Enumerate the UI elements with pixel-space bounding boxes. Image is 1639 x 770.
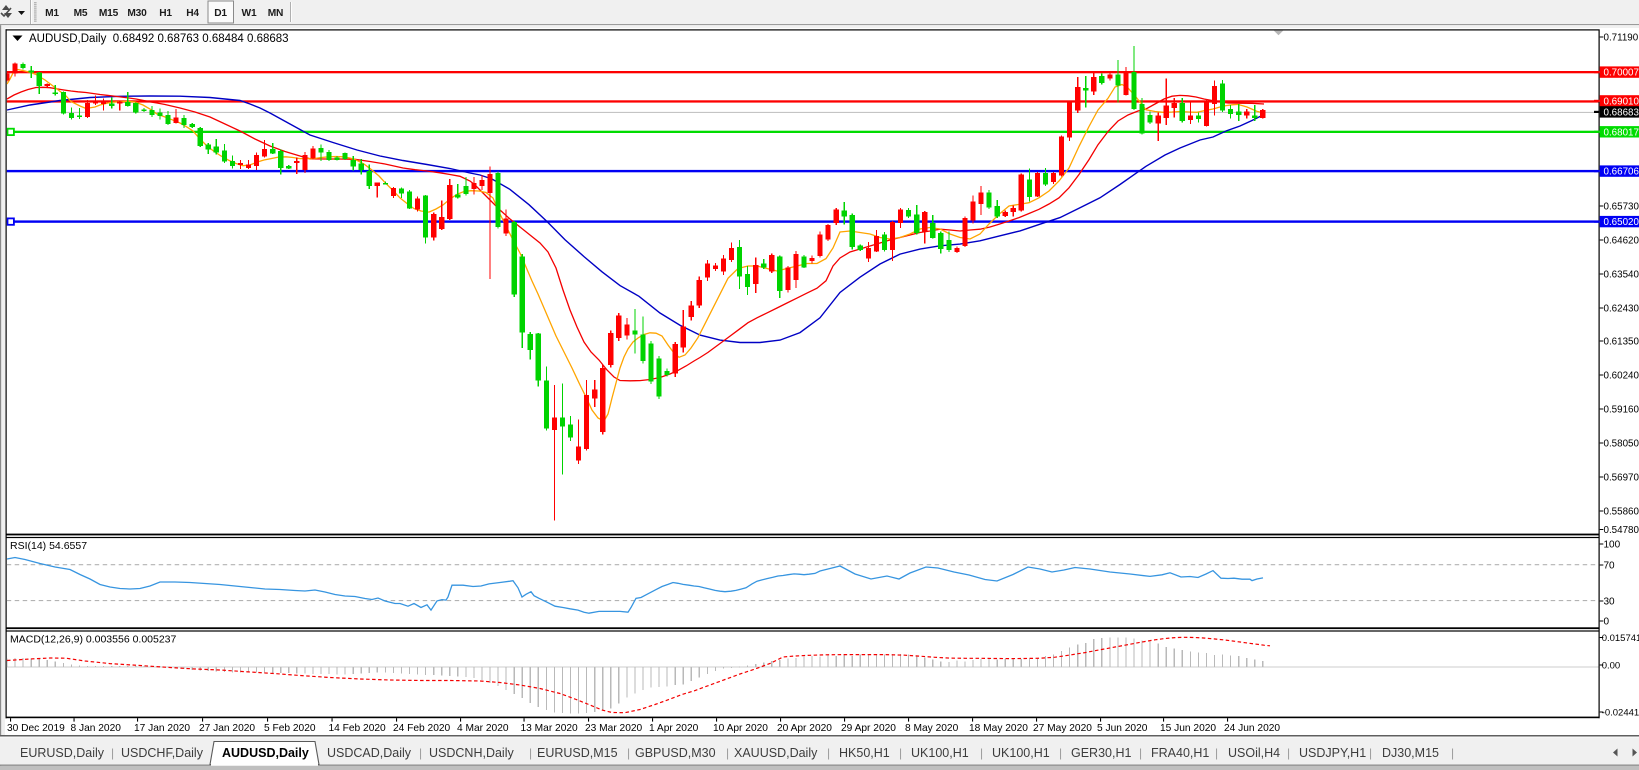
- svg-text:M5: M5: [74, 8, 88, 19]
- svg-text:USDCAD,Daily: USDCAD,Daily: [327, 746, 412, 760]
- svg-text:0.63540: 0.63540: [1604, 270, 1639, 281]
- svg-text:RSI(14) 54.6557: RSI(14) 54.6557: [10, 540, 87, 552]
- svg-text:GER30,H1: GER30,H1: [1071, 746, 1131, 760]
- svg-text:23 Mar 2020: 23 Mar 2020: [585, 723, 643, 734]
- svg-text:8 May 2020: 8 May 2020: [905, 723, 959, 734]
- svg-text:M30: M30: [127, 8, 147, 19]
- svg-text:GBPUSD,M30: GBPUSD,M30: [635, 746, 716, 760]
- svg-text:0.59160: 0.59160: [1604, 405, 1639, 416]
- svg-text:|: |: [529, 746, 532, 760]
- svg-text:|: |: [1451, 746, 1454, 760]
- svg-text:0.70007: 0.70007: [1604, 68, 1639, 79]
- svg-text:100: 100: [1604, 540, 1621, 551]
- svg-text:HK50,H1: HK50,H1: [839, 746, 890, 760]
- svg-text:5 Jun 2020: 5 Jun 2020: [1097, 723, 1148, 734]
- svg-text:EURUSD,Daily: EURUSD,Daily: [20, 746, 105, 760]
- svg-text:0.56970: 0.56970: [1604, 473, 1639, 484]
- svg-text:0.58050: 0.58050: [1604, 439, 1639, 450]
- svg-text:|: |: [1059, 746, 1062, 760]
- svg-text:|: |: [111, 746, 114, 760]
- svg-text:0.00: 0.00: [1602, 661, 1621, 672]
- svg-text:14 Feb 2020: 14 Feb 2020: [329, 723, 387, 734]
- svg-text:USDCNH,Daily: USDCNH,Daily: [429, 746, 514, 760]
- svg-text:XAUUSD,Daily: XAUUSD,Daily: [734, 746, 818, 760]
- svg-text:-0.02441: -0.02441: [1602, 708, 1639, 719]
- svg-text:MACD(12,26,9) 0.003556 0.00523: MACD(12,26,9) 0.003556 0.005237: [10, 634, 177, 646]
- svg-text:27 May 2020: 27 May 2020: [1033, 723, 1092, 734]
- svg-text:0.66706: 0.66706: [1604, 167, 1639, 178]
- svg-text:15 Jun 2020: 15 Jun 2020: [1160, 723, 1216, 734]
- svg-text:20 Apr 2020: 20 Apr 2020: [777, 723, 832, 734]
- svg-text:29 Apr 2020: 29 Apr 2020: [841, 723, 896, 734]
- svg-text:M1: M1: [45, 8, 59, 19]
- svg-text:|: |: [419, 746, 422, 760]
- svg-text:17 Jan 2020: 17 Jan 2020: [134, 723, 190, 734]
- svg-text:USOil,H4: USOil,H4: [1228, 746, 1280, 760]
- svg-text:0.62430: 0.62430: [1604, 304, 1639, 315]
- svg-text:24 Feb 2020: 24 Feb 2020: [393, 723, 451, 734]
- svg-text:|: |: [1215, 746, 1218, 760]
- svg-text:|: |: [1369, 746, 1372, 760]
- svg-text:UK100,H1: UK100,H1: [992, 746, 1050, 760]
- svg-text:DJ30,M15: DJ30,M15: [1382, 746, 1439, 760]
- svg-text:|: |: [1287, 746, 1290, 760]
- svg-text:0.71190: 0.71190: [1604, 33, 1639, 44]
- svg-text:18 May 2020: 18 May 2020: [969, 723, 1028, 734]
- svg-text:0.64620: 0.64620: [1604, 236, 1639, 247]
- svg-text:4 Mar 2020: 4 Mar 2020: [457, 723, 509, 734]
- svg-text:70: 70: [1604, 561, 1616, 572]
- svg-text:|: |: [627, 746, 630, 760]
- svg-text:0.68017: 0.68017: [1604, 127, 1639, 138]
- svg-text:0.54780: 0.54780: [1604, 525, 1639, 536]
- svg-text:30: 30: [1604, 597, 1616, 608]
- svg-text:FRA40,H1: FRA40,H1: [1151, 746, 1209, 760]
- svg-text:USDJPY,H1: USDJPY,H1: [1299, 746, 1366, 760]
- svg-text:0.61350: 0.61350: [1604, 337, 1639, 348]
- svg-text:MN: MN: [268, 8, 283, 19]
- svg-text:H1: H1: [159, 8, 172, 19]
- svg-text:10 Apr 2020: 10 Apr 2020: [713, 723, 768, 734]
- svg-text:AUDUSD,Daily: AUDUSD,Daily: [222, 746, 309, 760]
- svg-text:W1: W1: [242, 8, 257, 19]
- svg-text:AUDUSD,Daily 0.68492 0.68763: AUDUSD,Daily 0.68492 0.68763 0.68484 0.6…: [29, 33, 289, 45]
- svg-text:|: |: [726, 746, 729, 760]
- svg-text:|: |: [980, 746, 983, 760]
- svg-text:0.55860: 0.55860: [1604, 507, 1639, 518]
- svg-text:D1: D1: [214, 8, 227, 19]
- svg-text:H4: H4: [186, 8, 199, 19]
- svg-text:0.65020: 0.65020: [1604, 217, 1639, 228]
- svg-text:0.015741: 0.015741: [1602, 633, 1639, 644]
- svg-text:30 Dec 2019: 30 Dec 2019: [7, 723, 65, 734]
- svg-text:0.68683: 0.68683: [1604, 108, 1639, 119]
- svg-text:1 Apr 2020: 1 Apr 2020: [649, 723, 699, 734]
- svg-text:|: |: [1139, 746, 1142, 760]
- svg-text:USDCHF,Daily: USDCHF,Daily: [121, 746, 204, 760]
- svg-text:0.60240: 0.60240: [1604, 371, 1639, 382]
- svg-text:0.65730: 0.65730: [1604, 202, 1639, 213]
- svg-text:EURUSD,M15: EURUSD,M15: [537, 746, 618, 760]
- svg-text:24 Jun 2020: 24 Jun 2020: [1224, 723, 1280, 734]
- svg-text:UK100,H1: UK100,H1: [911, 746, 969, 760]
- svg-text:|: |: [827, 746, 830, 760]
- svg-text:13 Mar 2020: 13 Mar 2020: [521, 723, 579, 734]
- svg-text:27 Jan 2020: 27 Jan 2020: [199, 723, 255, 734]
- svg-text:0.69010: 0.69010: [1604, 97, 1639, 108]
- svg-text:8 Jan 2020: 8 Jan 2020: [71, 723, 122, 734]
- svg-text:5 Feb 2020: 5 Feb 2020: [264, 723, 316, 734]
- svg-text:0: 0: [1604, 617, 1610, 628]
- svg-text:|: |: [899, 746, 902, 760]
- svg-text:M15: M15: [99, 8, 119, 19]
